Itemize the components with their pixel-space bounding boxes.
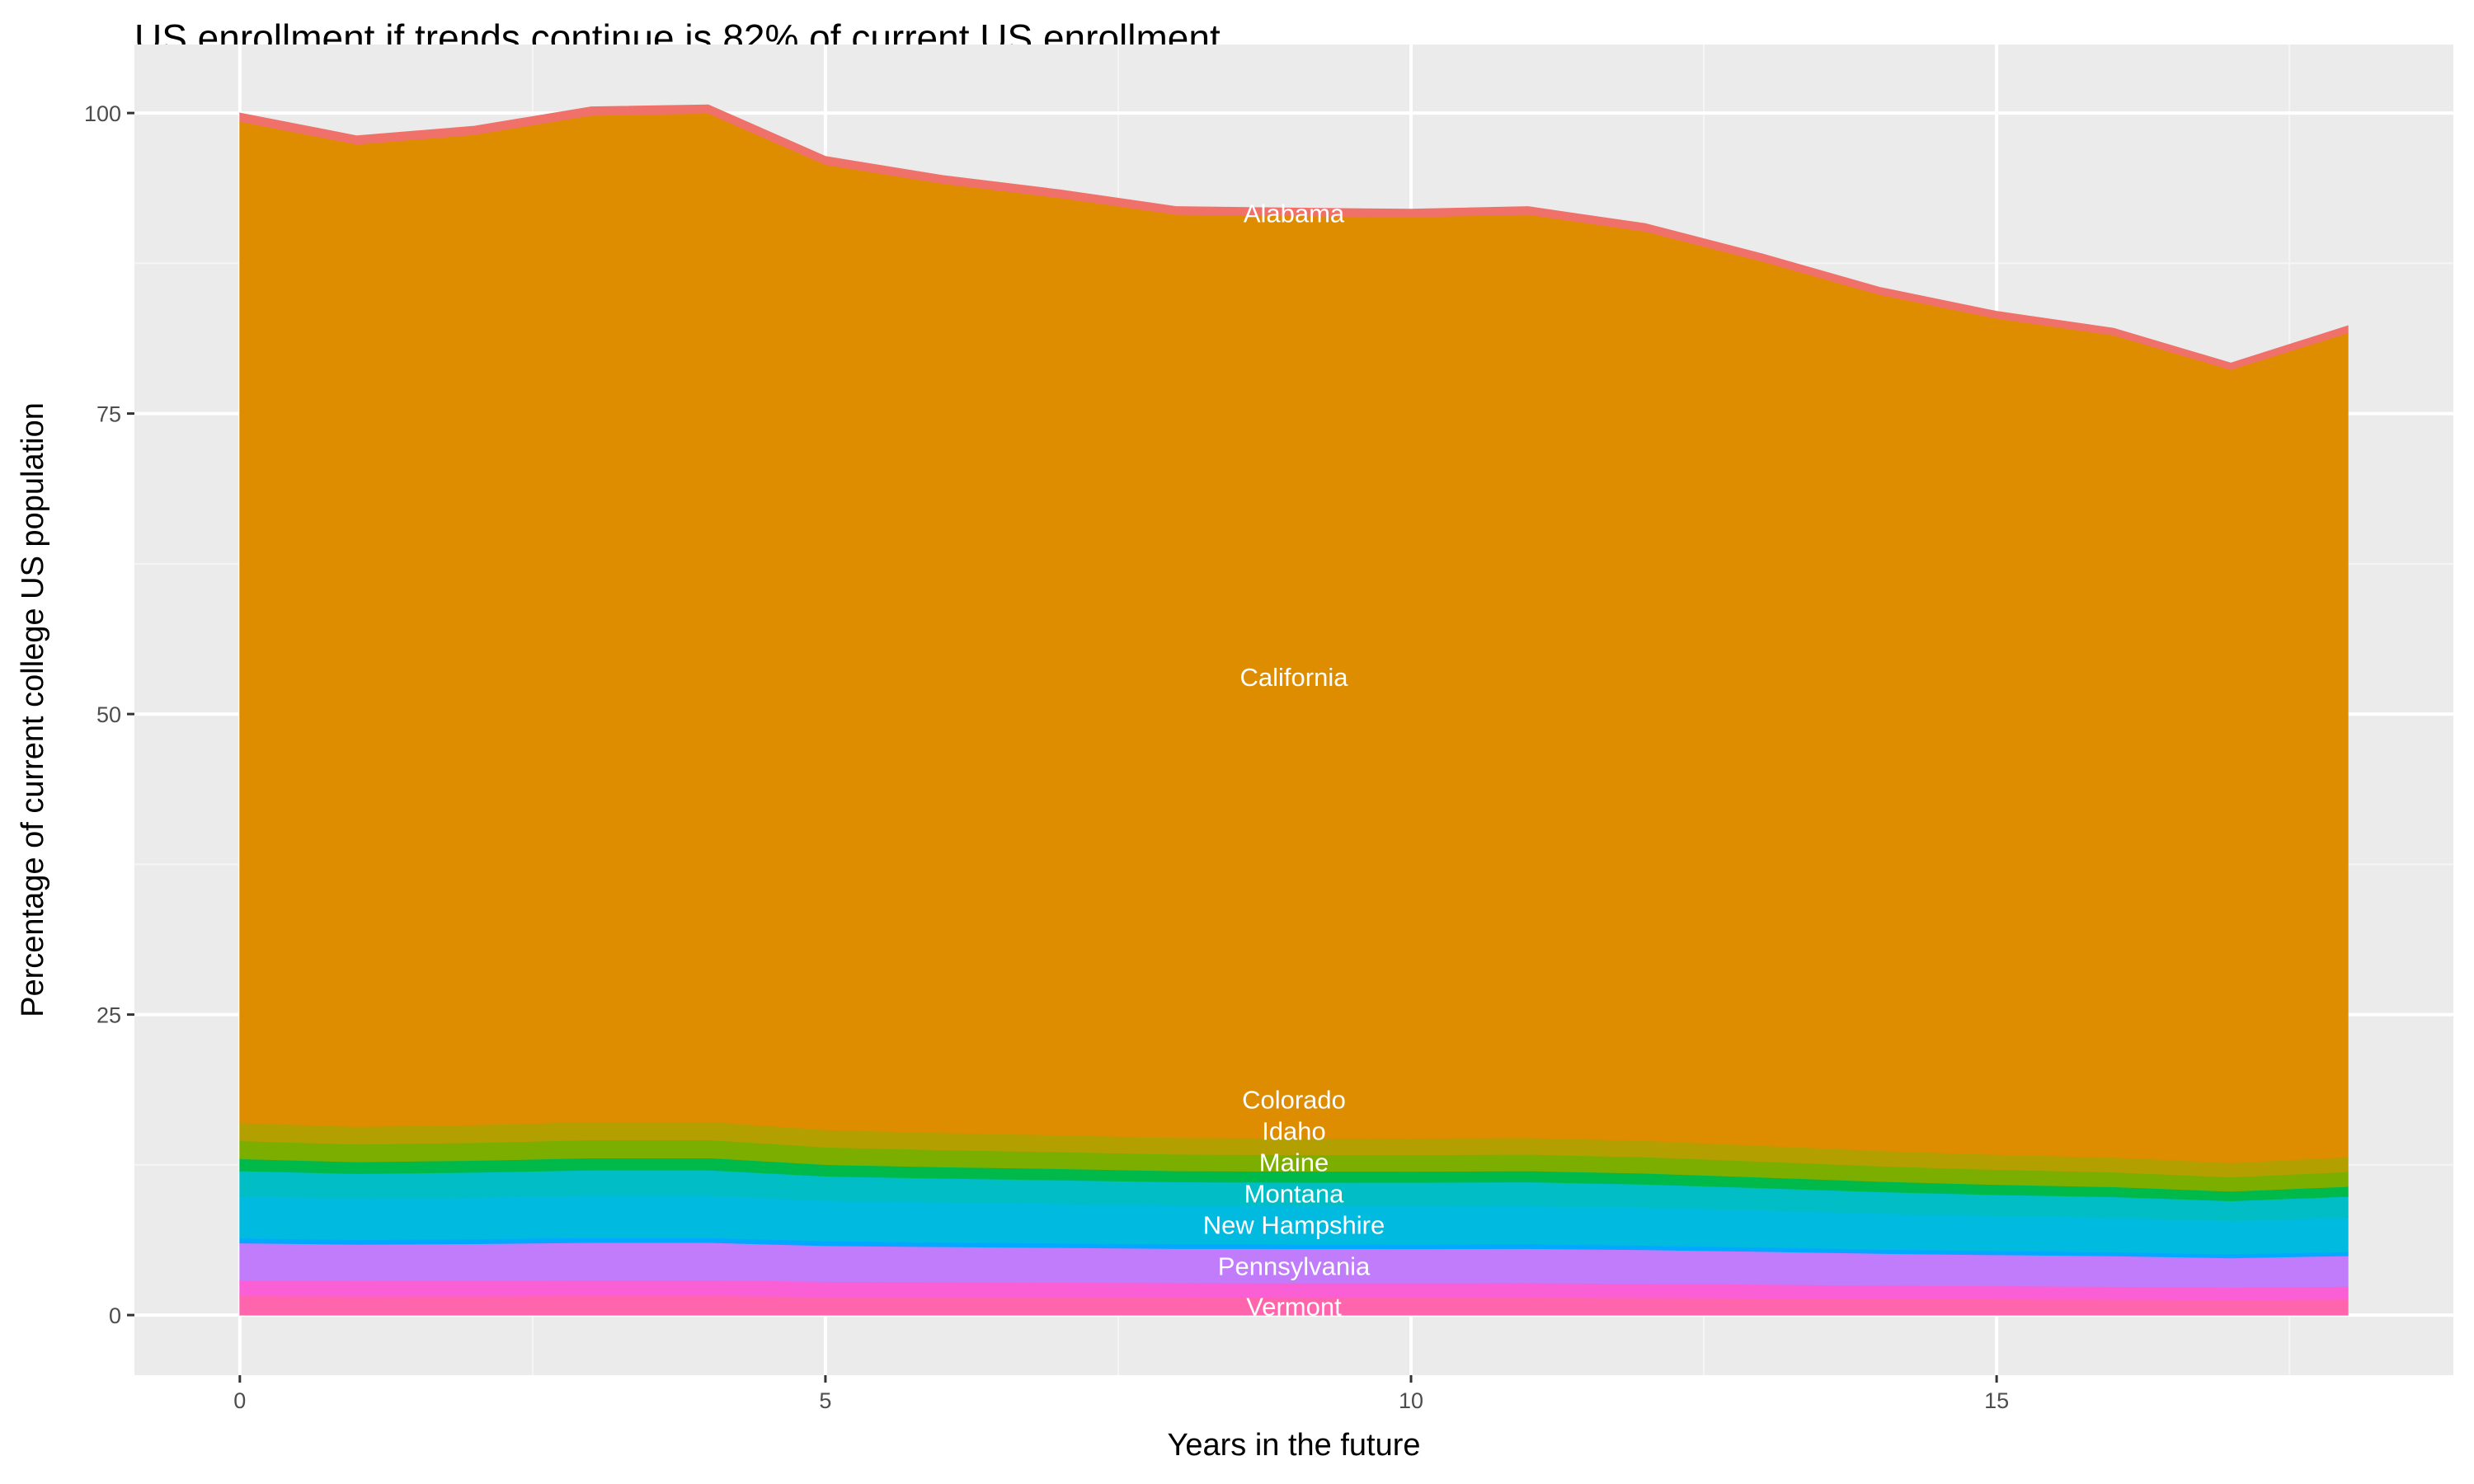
area-label-alabama: Alabama	[1244, 199, 1345, 228]
x-axis-title: Years in the future	[1167, 1428, 1420, 1463]
area-label-idaho: Idaho	[1262, 1117, 1326, 1146]
area-label-california: California	[1240, 663, 1349, 692]
x-tick-label: 0	[233, 1388, 246, 1413]
y-axis-title: Percentage of current college US populat…	[16, 402, 50, 1017]
y-tick-label: 25	[96, 1003, 121, 1028]
x-tick-label: 5	[819, 1388, 831, 1413]
area-label-pennsylvania: Pennsylvania	[1218, 1252, 1371, 1280]
y-tick-label: 100	[84, 101, 121, 126]
x-tick-label: 15	[1984, 1388, 2009, 1413]
area-label-vermont: Vermont	[1246, 1292, 1342, 1321]
x-tick-label: 10	[1399, 1388, 1423, 1413]
y-tick-label: 0	[109, 1303, 121, 1328]
area-label-maine: Maine	[1259, 1148, 1329, 1177]
y-tick-label: 75	[96, 402, 121, 427]
area-label-montana: Montana	[1244, 1180, 1344, 1209]
y-tick-label: 50	[96, 702, 121, 727]
area-label-new-hampshire: New Hampshire	[1203, 1211, 1385, 1240]
area-label-colorado: Colorado	[1242, 1086, 1346, 1115]
area-alabama	[239, 104, 2349, 370]
